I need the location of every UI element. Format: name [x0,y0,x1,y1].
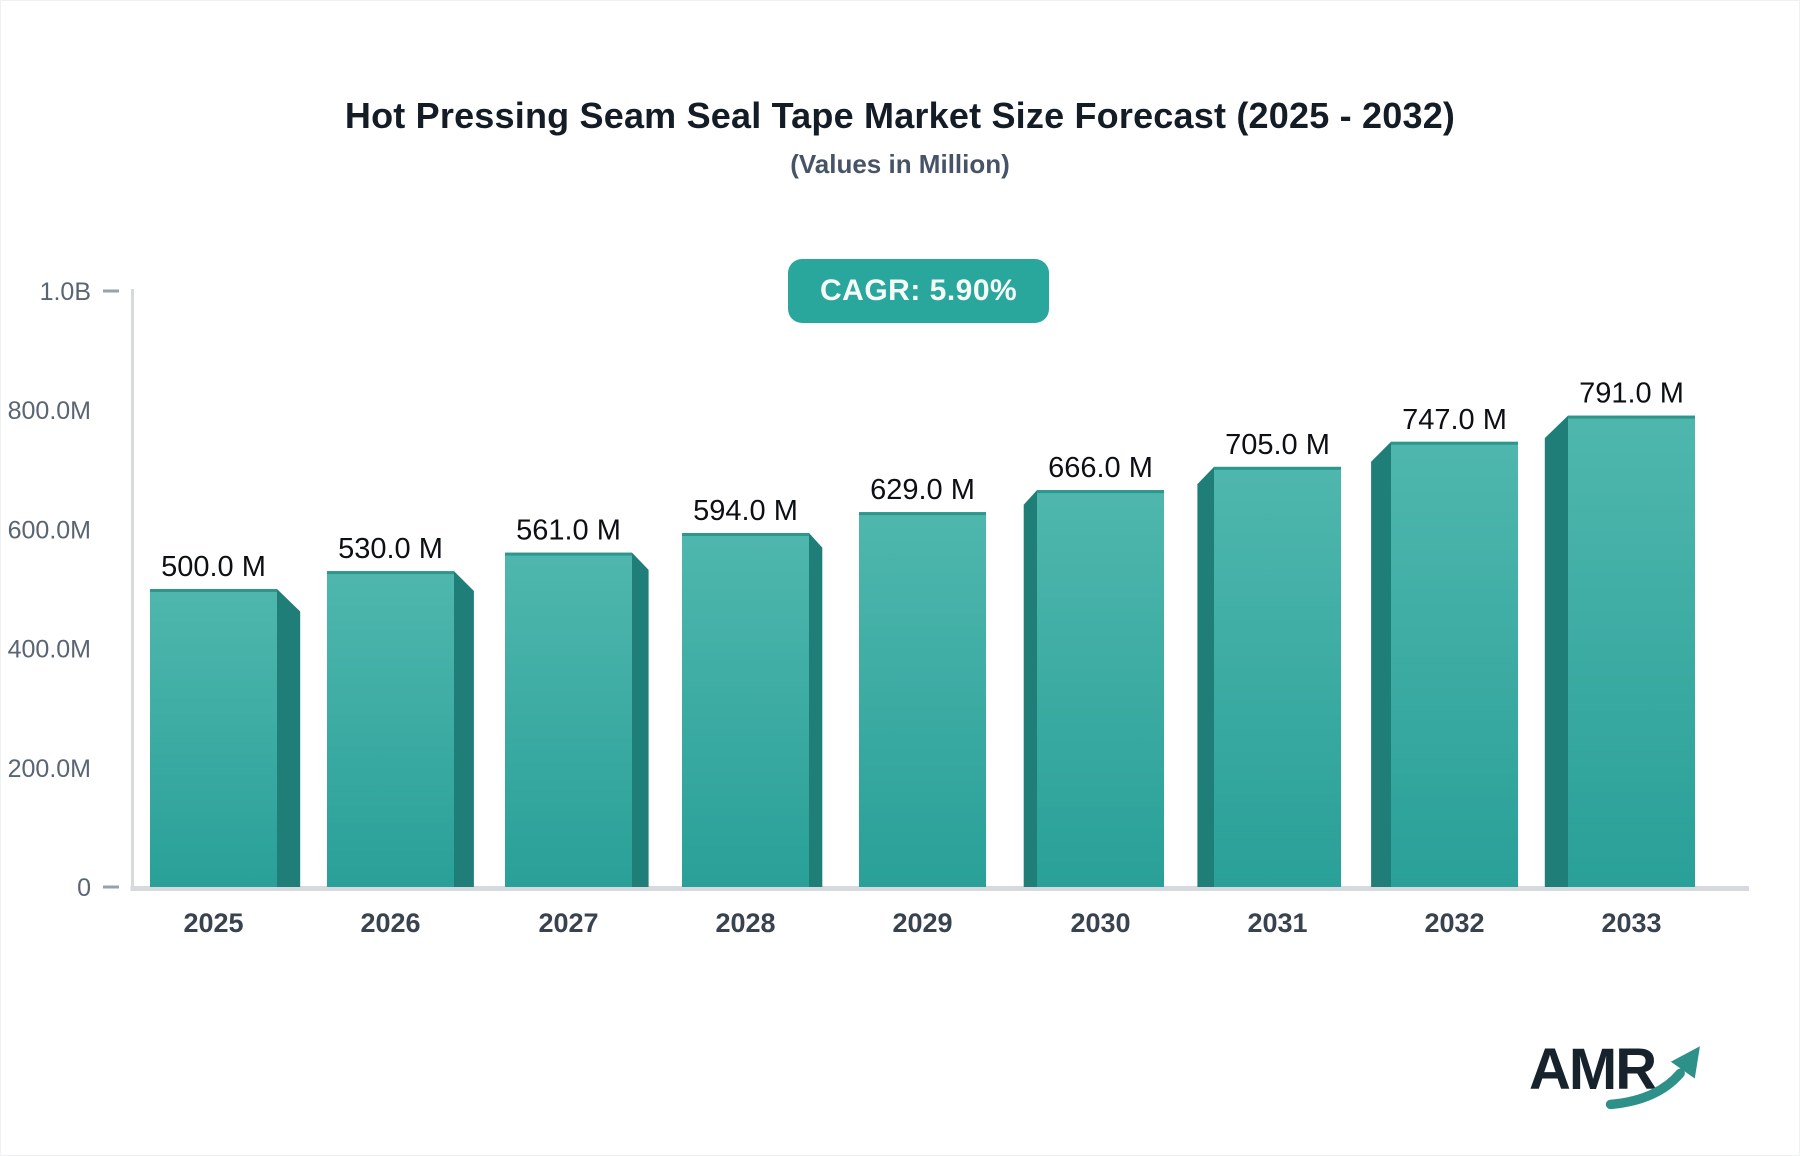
bar-side-face [1544,415,1568,887]
y-tick-label: 800.0M [8,397,91,425]
bar-side-face [1371,441,1391,887]
bar-2031[interactable] [1214,466,1341,887]
x-tick-label-2033: 2033 [1601,908,1661,938]
bar-2032[interactable] [1391,441,1518,887]
bar-value-label: 666.0 M [1048,452,1153,484]
bar-side-face [632,552,649,887]
cagr-badge: CAGR: 5.90% [788,259,1050,323]
x-tick-label-2025: 2025 [183,908,243,938]
bar-2029[interactable] [859,512,986,887]
cagr-badge-label: CAGR: 5.90% [820,274,1018,307]
bar-2033[interactable] [1568,415,1695,887]
bar-side-face [809,532,823,887]
y-tick-label: 1.0B [40,278,91,306]
x-tick-label-2027: 2027 [538,908,598,938]
bar-side-face [1023,490,1037,887]
bar-value-label: 561.0 M [516,515,621,547]
x-tick-label-2032: 2032 [1424,908,1484,938]
bar-value-label: 530.0 M [338,533,443,565]
y-tick-label: 0 [77,874,91,902]
bar-2026[interactable] [327,571,454,887]
y-tick-label: 200.0M [8,755,91,783]
chart-subtitle: (Values in Million) [790,149,1010,179]
x-tick-label-2028: 2028 [715,908,775,938]
x-tick-label-2030: 2030 [1070,908,1130,938]
chart-title: Hot Pressing Seam Seal Tape Market Size … [344,95,1456,136]
bar-value-label: 594.0 M [693,495,798,527]
x-tick-label-2031: 2031 [1247,908,1307,938]
y-tick-label: 600.0M [8,516,91,544]
bar-value-label: 629.0 M [870,474,975,506]
bar-value-label: 705.0 M [1225,429,1330,461]
amr-logo: AMR [1529,1023,1749,1133]
growth-arrow-icon [1605,1046,1700,1110]
bar-value-label: 747.0 M [1402,404,1507,436]
x-tick-label-2029: 2029 [892,908,952,938]
y-tick-label: 400.0M [8,636,91,664]
bar-value-label: 791.0 M [1579,378,1684,410]
bar-side-face [277,589,301,887]
bar-2028[interactable] [682,532,809,887]
amr-logo-text: AMR [1529,1037,1657,1102]
bar-side-face [1197,466,1214,887]
bar-2027[interactable] [505,552,632,887]
bar-2025[interactable] [150,589,277,887]
x-tick-label-2026: 2026 [360,908,420,938]
bar-value-label: 500.0 M [161,551,266,583]
bar-2030[interactable] [1037,490,1164,887]
bar-side-face [454,571,474,887]
